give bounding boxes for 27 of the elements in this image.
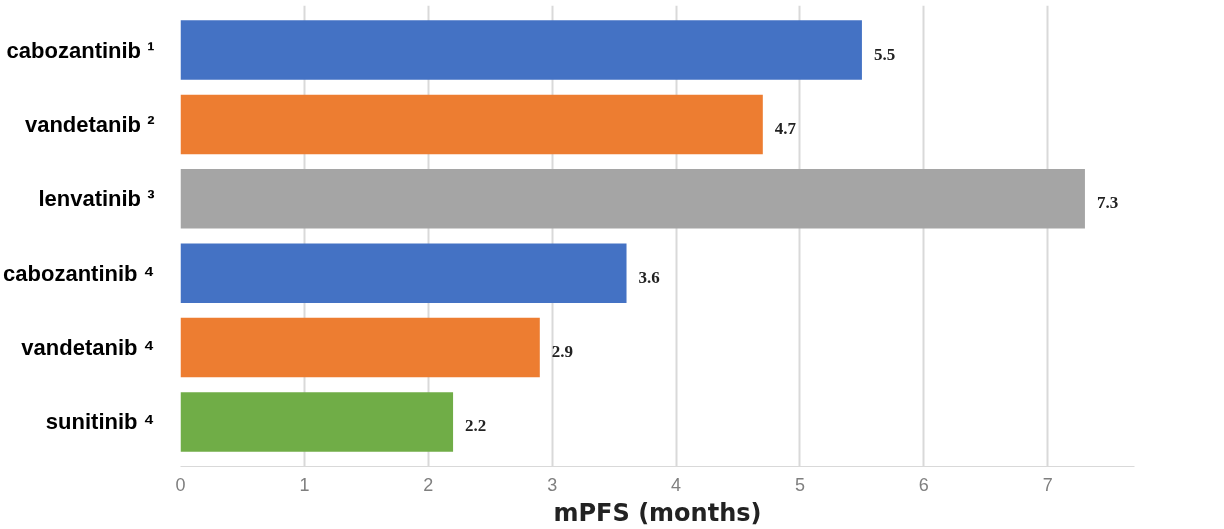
data-label: 3.6 xyxy=(638,267,660,287)
x-tick-label: 7 xyxy=(1042,474,1053,495)
x-tick-label: 1 xyxy=(299,474,310,495)
y-tick-label: vandetanib ⁴ xyxy=(21,335,155,361)
bar xyxy=(180,20,862,80)
x-tick-label: 5 xyxy=(794,474,805,495)
x-tick-label: 2 xyxy=(423,474,434,495)
bar xyxy=(180,317,540,378)
data-label: 2.2 xyxy=(465,416,487,436)
data-label: 7.3 xyxy=(1096,193,1119,213)
bar xyxy=(180,243,627,303)
bar xyxy=(180,94,763,155)
x-tick-label: 0 xyxy=(175,474,186,495)
bar xyxy=(180,392,454,452)
data-label: 2.9 xyxy=(551,342,574,362)
data-label: 4.7 xyxy=(774,118,797,138)
x-tick-label: 6 xyxy=(918,474,929,495)
x-axis-title: mPFS (months) xyxy=(553,498,762,527)
y-tick-label: vandetanib ² xyxy=(24,111,155,137)
bar xyxy=(180,169,1085,229)
data-label: 5.5 xyxy=(873,44,896,64)
y-tick-label: cabozantinib ⁴ xyxy=(3,260,155,286)
x-tick-label: 4 xyxy=(671,474,682,495)
y-tick-label: lenvatinib ³ xyxy=(38,186,155,212)
y-tick-label: cabozantinib ¹ xyxy=(6,37,155,63)
x-tick-label: 3 xyxy=(547,474,558,495)
y-tick-label: sunitinib ⁴ xyxy=(45,409,155,435)
